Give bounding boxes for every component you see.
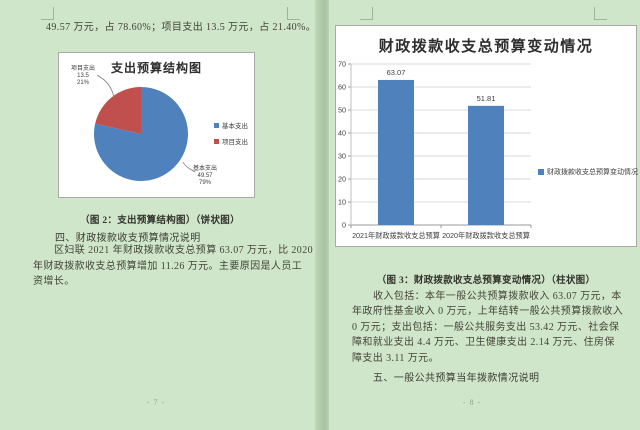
pie-data-label-project: 项目支出 13.5 21% <box>63 66 103 87</box>
pie-legend: 基本支出 项目支出 <box>214 120 248 152</box>
svg-text:63.07: 63.07 <box>387 68 406 77</box>
bar-chart-object[interactable]: 财政拨款收支总预算变动情况 0 10 20 30 40 50 60 70 63.07 2021年财… <box>335 25 638 247</box>
margin-corner-mark <box>360 7 373 20</box>
svg-text:2021年财政拨款收支总预算: 2021年财政拨款收支总预算 <box>352 231 440 240</box>
body-text-line[interactable]: 障支出 3.11 万元。 <box>352 353 439 364</box>
svg-text:10: 10 <box>338 198 346 207</box>
pie-chart-title: 支出预算结构图 <box>110 61 202 75</box>
bar-chart-title: 财政拨款收支总预算变动情况 <box>378 39 594 55</box>
body-text-line[interactable]: 收入包括：本年一般公共预算拨款收入 63.07 万元，本 <box>373 291 622 302</box>
svg-text:30: 30 <box>338 152 346 161</box>
body-text-line[interactable]: 年政府性基金收入 0 万元，上年结转一般公共预算拨款收入 <box>352 306 624 317</box>
pie-chart-canvas <box>94 74 196 181</box>
svg-text:70: 70 <box>338 60 346 69</box>
legend-label: 基本支出 <box>222 123 248 130</box>
legend-item: 基本支出 <box>214 120 248 130</box>
margin-corner-mark <box>41 7 54 20</box>
svg-text:50: 50 <box>338 106 346 115</box>
svg-text:2020年财政拨款收支总预算: 2020年财政拨款收支总预算 <box>442 231 530 240</box>
svg-text:40: 40 <box>338 129 346 138</box>
legend-swatch-blue-icon <box>538 169 544 175</box>
body-text-line[interactable]: 年财政拨款收支总预算增加 11.26 万元。主要原因是人员工 <box>33 261 303 272</box>
pie-label-name: 项目支出 <box>70 66 95 72</box>
legend-label: 财政拨款收支总预算变动情况 <box>547 169 638 176</box>
svg-text:0: 0 <box>342 221 346 230</box>
pie-data-label-basic: 基本支出 49.57 79% <box>184 166 226 187</box>
margin-corner-mark <box>594 7 607 20</box>
margin-corner-mark <box>287 7 300 20</box>
pie-label-value: 13.5 <box>77 73 89 79</box>
bar-legend: 财政拨款收支总预算变动情况 <box>538 167 638 183</box>
legend-item: 项目支出 <box>214 136 248 146</box>
body-text-line[interactable]: 0 万元；支出包括：一般公共服务支出 53.42 万元、社会保 <box>352 322 620 333</box>
body-text-line[interactable]: 障和就业支出 4.4 万元、卫生健康支出 2.14 万元、住房保 <box>352 337 615 348</box>
figure-caption[interactable]: （图 2：支出预算结构图）（饼状图） <box>80 216 240 226</box>
legend-swatch-red-icon <box>214 138 219 144</box>
pie-label-percent: 21% <box>76 80 89 86</box>
pie-label-percent: 79% <box>198 180 211 186</box>
body-text-line[interactable]: 区妇联 2021 年财政拨款收支总预算 63.07 万元，比 2020 <box>54 245 313 256</box>
svg-text:60: 60 <box>338 83 346 92</box>
page-number-footer: - 8 - <box>462 398 482 407</box>
svg-text:20: 20 <box>338 175 346 184</box>
page-gap <box>315 0 329 430</box>
figure-caption[interactable]: （图 3：财政拨款收支总预算变动情况）（柱状图） <box>376 276 596 286</box>
section-heading[interactable]: 五、一般公共预算当年拨款情况说明 <box>373 373 540 384</box>
pie-leader-line <box>182 161 196 173</box>
section-heading[interactable]: 四、财政拨款收支预算情况说明 <box>55 233 201 244</box>
page-number-footer: - 7 - <box>146 398 166 407</box>
body-text-line[interactable]: 资增长。 <box>33 276 75 287</box>
pie-label-name: 基本支出 <box>192 166 217 172</box>
body-text-line[interactable]: 49.57 万元，占 78.60%；项目支出 13.5 万元，占 21.40%。 <box>46 22 317 33</box>
svg-text:51.81: 51.81 <box>477 94 496 103</box>
legend-item: 财政拨款收支总预算变动情况 <box>538 167 638 177</box>
legend-label: 项目支出 <box>222 139 248 146</box>
pie-chart-object[interactable]: 支出预算结构图 项目支出 13.5 21% 基本支出 49.57 79% 基本支… <box>58 52 255 198</box>
legend-swatch-blue-icon <box>214 122 219 128</box>
pie-leader-line <box>96 74 115 98</box>
pie-label-value: 49.57 <box>197 173 213 179</box>
bar-chart-canvas: 0 10 20 30 40 50 60 70 63.07 2021年财政拨款收支总预算 51.81 2… <box>338 60 532 240</box>
